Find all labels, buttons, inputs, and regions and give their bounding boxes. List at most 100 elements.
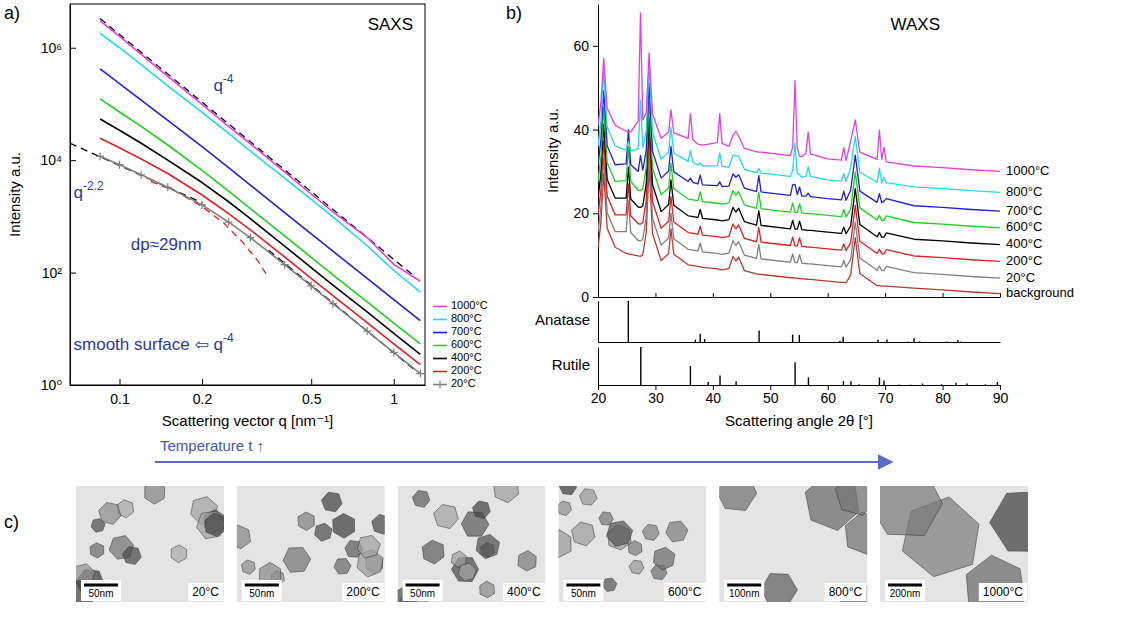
axis-title: Scattering angle 2θ [°] <box>725 412 873 429</box>
tick-mark <box>655 293 656 297</box>
legend-label: 200°C <box>451 364 482 376</box>
plot-frame <box>70 4 425 385</box>
tick: 0.5 <box>302 379 322 407</box>
stick <box>794 362 795 385</box>
axis <box>598 302 599 343</box>
particle <box>558 501 571 516</box>
micrograph <box>719 486 867 602</box>
data-line <box>100 33 420 292</box>
label-box <box>81 580 121 601</box>
particle <box>518 551 536 571</box>
stick <box>758 331 759 342</box>
label-box <box>724 580 764 601</box>
scale-bar: 100nm <box>724 580 764 601</box>
particle <box>642 525 659 541</box>
scale-bar-label: 200nm <box>890 588 921 599</box>
label-box <box>342 583 384 601</box>
particle <box>580 489 598 505</box>
data-line <box>598 13 1000 172</box>
marker <box>164 183 172 191</box>
stick <box>908 341 909 342</box>
marker <box>281 261 289 269</box>
particle <box>315 523 332 541</box>
stick <box>877 340 878 342</box>
tick <box>885 293 886 297</box>
axis-line <box>71 385 426 386</box>
legend-swatch <box>433 332 447 334</box>
tick: 10⁰ <box>41 377 76 393</box>
scale-bar: 50nm <box>563 580 603 601</box>
scale-bar-line <box>888 584 922 587</box>
legend-swatch <box>433 371 447 373</box>
particle <box>966 555 1024 602</box>
stick <box>910 384 911 385</box>
stick <box>922 383 923 385</box>
panel-label: c) <box>4 512 19 532</box>
axis-line <box>598 302 599 343</box>
particle <box>90 543 104 558</box>
tick-label: 50 <box>763 390 779 406</box>
scale-bar-label: 50nm <box>410 588 435 599</box>
tick-mark <box>593 46 598 47</box>
tick-label: 10⁰ <box>41 377 63 393</box>
tick: 60 <box>820 385 836 406</box>
tick-mark <box>119 379 120 385</box>
legend-swatch <box>433 358 447 360</box>
stick <box>941 384 942 385</box>
legend-label: background <box>1006 285 1074 300</box>
axis-title: Scattering vector q [nm⁻¹] <box>162 412 333 429</box>
stick <box>842 337 843 342</box>
temperature-tag: 1000°C <box>979 583 1027 601</box>
legend-label: 600°C <box>1006 219 1042 234</box>
marker <box>246 234 254 242</box>
data-line <box>100 119 420 354</box>
temperature-label: 20°C <box>192 585 219 599</box>
axis: 0204060 <box>573 5 598 305</box>
tick-label: 1 <box>390 391 398 407</box>
stick <box>913 338 914 342</box>
tick-label: 40 <box>573 122 589 138</box>
data-line <box>100 69 420 321</box>
tick-mark <box>593 130 598 131</box>
scale-bar-line <box>245 584 279 587</box>
label-box <box>242 580 282 601</box>
tick <box>770 293 771 297</box>
tick <box>713 293 714 297</box>
particle <box>558 530 571 558</box>
annotation-text: q <box>74 183 83 202</box>
stick <box>850 381 851 385</box>
plot-area <box>70 19 424 378</box>
temperature-label: 800°C <box>829 585 863 599</box>
temperature-tag: 200°C <box>342 583 384 601</box>
axis-title: Intensity a.u. <box>6 152 23 237</box>
stick <box>640 347 641 385</box>
particle <box>607 521 633 546</box>
stick <box>690 366 691 385</box>
marker <box>225 218 233 226</box>
particle <box>412 491 429 508</box>
marker <box>329 300 337 308</box>
stick <box>957 340 958 342</box>
micrograph <box>237 486 385 602</box>
tick <box>828 293 829 297</box>
particle <box>880 486 942 536</box>
tick-label: 30 <box>648 390 664 406</box>
annotation-exponent: -4 <box>223 72 234 86</box>
stick <box>700 334 701 342</box>
legend-label: 600°C <box>451 338 482 350</box>
label-box <box>979 583 1027 601</box>
axis <box>599 293 1001 298</box>
marker <box>307 282 315 290</box>
stick <box>985 384 986 385</box>
annotation: q-2.2 <box>74 179 104 202</box>
axis-line <box>599 385 1001 386</box>
plot-area <box>598 13 1000 294</box>
scale-bar-label: 50nm <box>88 588 113 599</box>
legend-label: 20°C <box>451 377 476 389</box>
particle <box>835 486 867 515</box>
chart-title: Anatase <box>535 311 590 328</box>
temperature-tag: 20°C <box>188 583 223 601</box>
tick: 10⁶ <box>41 40 76 56</box>
tick: 0 <box>581 289 598 305</box>
tick <box>1000 293 1001 297</box>
